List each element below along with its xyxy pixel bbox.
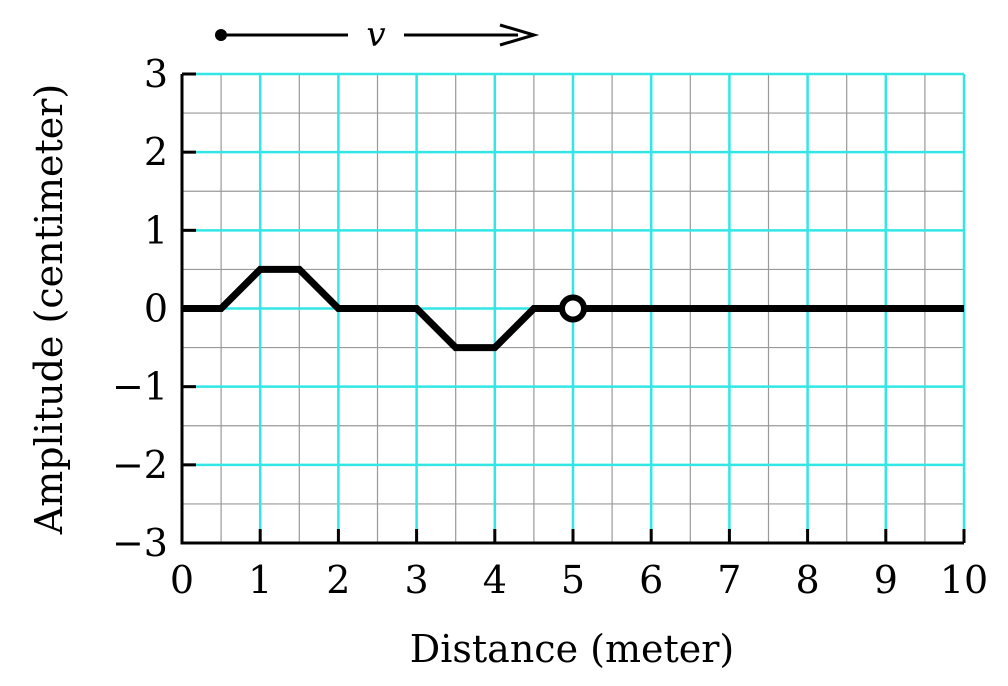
velocity-arrow: v xyxy=(215,15,540,55)
wave-line xyxy=(182,265,964,352)
x-tick-label: 7 xyxy=(717,558,741,602)
x-tick-label: 5 xyxy=(561,558,585,602)
y-tick-label: −1 xyxy=(112,365,168,409)
series-group xyxy=(182,265,964,352)
x-tick-label: 9 xyxy=(874,558,898,602)
y-tick-label: −2 xyxy=(112,443,168,487)
y-tick-label: 0 xyxy=(144,287,168,331)
y-tick-labels: 3 2 1 0 −1 −2 −3 xyxy=(112,52,168,565)
x-tick-label: 8 xyxy=(796,558,820,602)
y-tick-label: 2 xyxy=(144,130,168,174)
x-tick-label: 2 xyxy=(326,558,350,602)
marker-group xyxy=(559,294,587,323)
y-tick-label: 3 xyxy=(144,52,168,96)
y-tick-label: −3 xyxy=(112,521,168,565)
x-axis-label: Distance (meter) xyxy=(410,627,734,671)
x-tick-label: 3 xyxy=(405,558,429,602)
x-tick-label: 4 xyxy=(483,558,507,602)
x-tick-labels: 0 1 2 3 4 5 6 7 8 9 10 xyxy=(170,558,988,602)
x-tick-label: 1 xyxy=(248,558,272,602)
y-axis-label: Amplitude (centimeter) xyxy=(27,84,71,536)
x-tick-label: 6 xyxy=(639,558,663,602)
velocity-label: v xyxy=(366,15,385,55)
velocity-arrow-head xyxy=(499,23,540,47)
x-tick-label: 10 xyxy=(940,558,988,602)
y-tick-label: 1 xyxy=(144,208,168,252)
x-tick-label: 0 xyxy=(170,558,194,602)
endpoint-marker xyxy=(559,294,587,323)
